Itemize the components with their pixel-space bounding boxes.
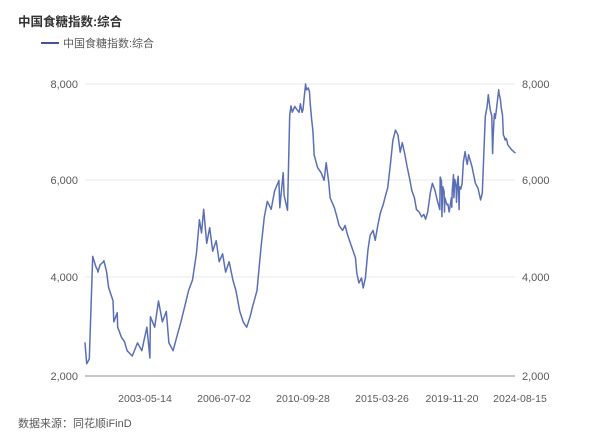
svg-text:8,000: 8,000 [522,79,550,91]
svg-text:2015-03-26: 2015-03-26 [355,393,409,405]
svg-text:2024-08-15: 2024-08-15 [493,393,547,405]
svg-text:2019-11-20: 2019-11-20 [426,393,479,405]
svg-text:8,000: 8,000 [50,79,78,91]
svg-text:2,000: 2,000 [50,371,78,383]
svg-text:2006-07-02: 2006-07-02 [197,393,251,405]
svg-text:2,000: 2,000 [522,371,550,383]
svg-text:4,000: 4,000 [522,272,550,284]
svg-text:6,000: 6,000 [50,175,78,187]
svg-text:2010-09-28: 2010-09-28 [276,393,330,405]
svg-text:4,000: 4,000 [50,272,78,284]
svg-text:2003-05-14: 2003-05-14 [118,393,172,405]
svg-text:6,000: 6,000 [522,175,550,187]
